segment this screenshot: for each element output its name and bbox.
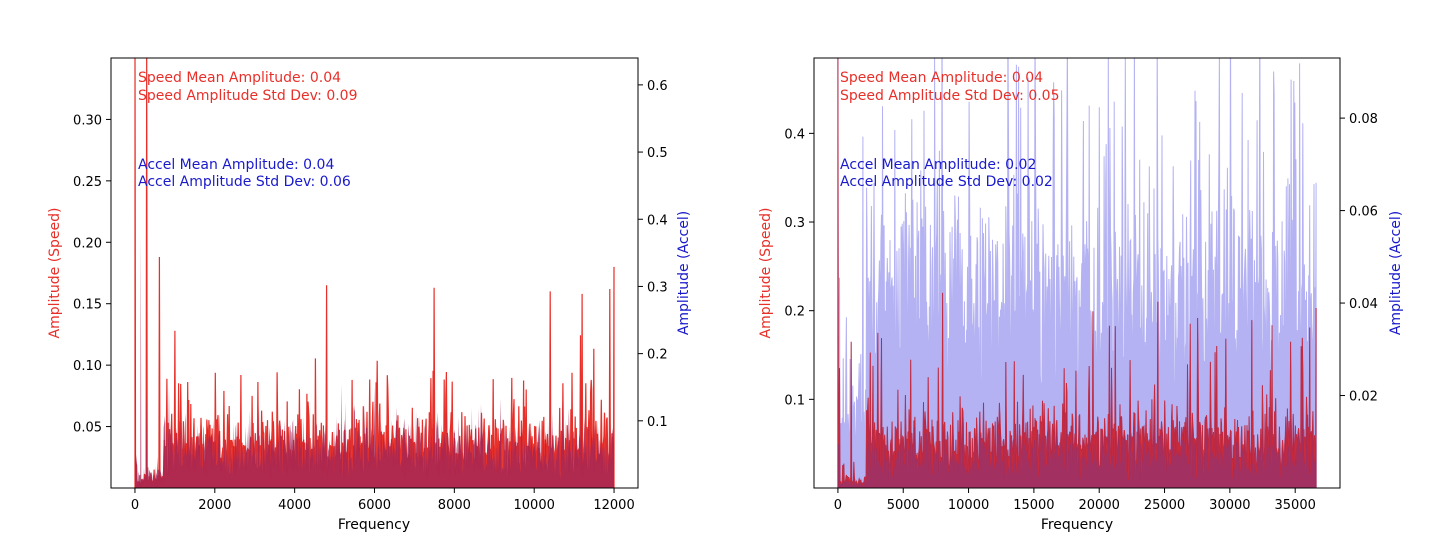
left-speed-mean-annotation: Speed Mean Amplitude: 0.04 bbox=[138, 70, 341, 86]
right-x-tick-label: 0 bbox=[834, 498, 842, 513]
left-x-tick-label: 10000 bbox=[514, 498, 555, 513]
right-accel-tick-label: 0.02 bbox=[1349, 390, 1378, 405]
left-chart-panel: 0 2000 4000 6000 8000 10000 12000 0.05 0.10 0.15… bbox=[47, 57, 692, 533]
right-x-tick-label: 30000 bbox=[1209, 498, 1250, 513]
right-accel-axis-label: Amplitude (Accel) bbox=[1388, 211, 1404, 335]
right-speed-axis: 0.1 0.2 0.3 0.4 bbox=[784, 127, 814, 408]
right-speed-mean-annotation: Speed Mean Amplitude: 0.04 bbox=[840, 70, 1043, 86]
right-accel-mean-annotation: Accel Mean Amplitude: 0.02 bbox=[840, 157, 1036, 173]
right-plot-frame bbox=[813, 57, 1341, 489]
left-x-axis: 0 2000 4000 6000 8000 10000 12000 bbox=[131, 488, 635, 513]
right-speed-axis-label: Amplitude (Speed) bbox=[758, 207, 774, 338]
left-plot-series bbox=[134, 58, 615, 488]
right-accel-series bbox=[837, 58, 1317, 488]
left-speed-tick-label: 0.25 bbox=[73, 175, 102, 190]
left-x-tick-label: 12000 bbox=[593, 498, 634, 513]
right-plot-series bbox=[837, 58, 1317, 488]
left-x-axis-label: Frequency bbox=[338, 517, 410, 533]
right-speed-tick-label: 0.2 bbox=[784, 305, 805, 320]
right-x-tick-label: 35000 bbox=[1275, 498, 1316, 513]
right-x-tick-label: 15000 bbox=[1013, 498, 1054, 513]
left-x-tick-label: 8000 bbox=[438, 498, 471, 513]
right-x-tick-label: 20000 bbox=[1079, 498, 1120, 513]
right-x-tick-label: 10000 bbox=[948, 498, 989, 513]
right-speed-tick-label: 0.4 bbox=[784, 127, 805, 142]
right-speed-line bbox=[837, 58, 1317, 486]
left-speed-axis: 0.05 0.10 0.15 0.20 0.25 0.30 bbox=[73, 113, 111, 436]
left-accel-tick-label: 0.6 bbox=[647, 79, 668, 94]
right-x-tick-label: 25000 bbox=[1144, 498, 1185, 513]
right-speed-tick-label: 0.3 bbox=[784, 216, 805, 231]
left-accel-tick-label: 0.5 bbox=[647, 146, 668, 161]
left-x-tick-label: 2000 bbox=[198, 498, 231, 513]
right-speed-std-annotation: Speed Amplitude Std Dev: 0.05 bbox=[840, 88, 1060, 104]
left-accel-std-annotation: Accel Amplitude Std Dev: 0.06 bbox=[138, 174, 351, 190]
left-speed-tick-label: 0.30 bbox=[73, 113, 102, 128]
left-accel-tick-label: 0.3 bbox=[647, 280, 668, 295]
left-speed-tick-label: 0.05 bbox=[73, 421, 102, 436]
left-speed-tick-label: 0.15 bbox=[73, 298, 102, 313]
left-accel-series bbox=[135, 58, 614, 488]
right-accel-axis: 0.02 0.04 0.06 0.08 bbox=[1340, 112, 1378, 405]
right-accel-std-annotation: Accel Amplitude Std Dev: 0.02 bbox=[840, 174, 1053, 190]
left-accel-axis: 0.1 0.2 0.3 0.4 0.5 0.6 bbox=[638, 79, 668, 430]
left-speed-axis-label: Amplitude (Speed) bbox=[47, 207, 63, 338]
right-speed-tick-label: 0.1 bbox=[784, 393, 805, 408]
right-x-axis-label: Frequency bbox=[1041, 517, 1113, 533]
right-accel-tick-label: 0.06 bbox=[1349, 205, 1378, 220]
left-x-tick-label: 4000 bbox=[278, 498, 311, 513]
left-accel-mean-annotation: Accel Mean Amplitude: 0.04 bbox=[138, 157, 334, 173]
left-accel-axis-label: Amplitude (Accel) bbox=[676, 211, 692, 335]
left-accel-tick-label: 0.1 bbox=[647, 415, 668, 430]
right-chart-panel: 0 5000 10000 15000 20000 25000 30000 35000 0.10… bbox=[758, 57, 1404, 533]
right-accel-tick-label: 0.08 bbox=[1349, 112, 1378, 127]
left-speed-tick-label: 0.20 bbox=[73, 236, 102, 251]
left-x-tick-label: 0 bbox=[131, 498, 139, 513]
left-accel-tick-label: 0.2 bbox=[647, 348, 668, 363]
left-x-tick-label: 6000 bbox=[358, 498, 391, 513]
right-x-axis: 0 5000 10000 15000 20000 25000 30000 35000 bbox=[834, 488, 1316, 513]
right-x-tick-label: 5000 bbox=[887, 498, 920, 513]
right-accel-tick-label: 0.04 bbox=[1349, 297, 1378, 312]
left-speed-tick-label: 0.10 bbox=[73, 359, 102, 374]
left-accel-tick-label: 0.4 bbox=[647, 213, 668, 228]
left-speed-std-annotation: Speed Amplitude Std Dev: 0.09 bbox=[138, 88, 358, 104]
